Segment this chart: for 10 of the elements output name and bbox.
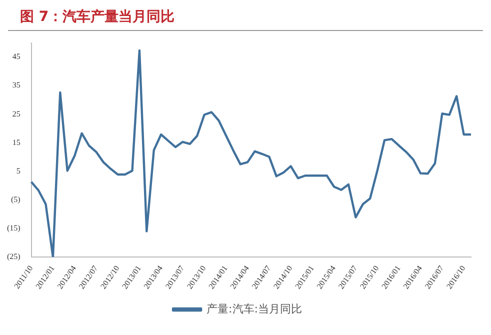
y-tick-label: (5) — [11, 194, 21, 204]
y-tick-label: (25) — [7, 252, 21, 262]
y-tick-label: 5 — [16, 166, 20, 176]
y-tick-label: 45 — [12, 52, 20, 62]
legend-label: 产量:汽车:当月同比 — [206, 302, 302, 316]
chart-title: 图 7：汽车产量当月同比 — [8, 0, 483, 31]
y-tick-label: 15 — [12, 138, 20, 147]
y-tick-label: 25 — [12, 109, 20, 118]
y-tick-label: (15) — [7, 224, 21, 233]
y-tick-label: 35 — [12, 80, 20, 90]
